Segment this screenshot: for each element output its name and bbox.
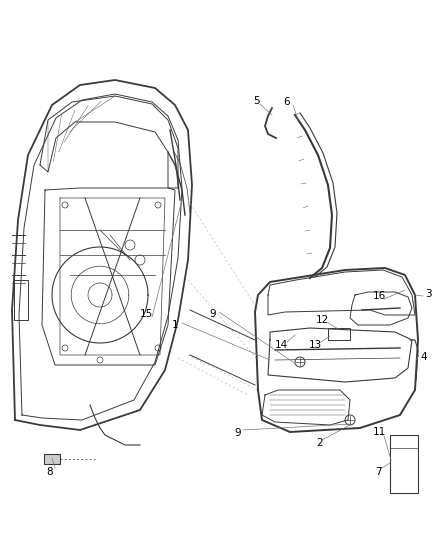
- Text: 9: 9: [235, 428, 241, 438]
- Bar: [328, 328, 350, 340]
- Text: 2: 2: [317, 438, 323, 448]
- Text: 15: 15: [139, 309, 152, 319]
- Text: 16: 16: [372, 291, 385, 301]
- Text: 7: 7: [374, 467, 381, 477]
- Text: 11: 11: [372, 427, 385, 437]
- Text: 14: 14: [274, 340, 288, 350]
- Text: 12: 12: [315, 315, 328, 325]
- Bar: [390, 435, 418, 493]
- Text: 8: 8: [47, 467, 53, 477]
- Bar: [44, 454, 60, 464]
- Text: 13: 13: [308, 340, 321, 350]
- Text: 4: 4: [420, 352, 427, 362]
- Text: 6: 6: [284, 97, 290, 107]
- Text: 3: 3: [425, 289, 431, 299]
- Text: 1: 1: [172, 320, 178, 330]
- Text: 9: 9: [210, 309, 216, 319]
- Text: 5: 5: [253, 96, 259, 106]
